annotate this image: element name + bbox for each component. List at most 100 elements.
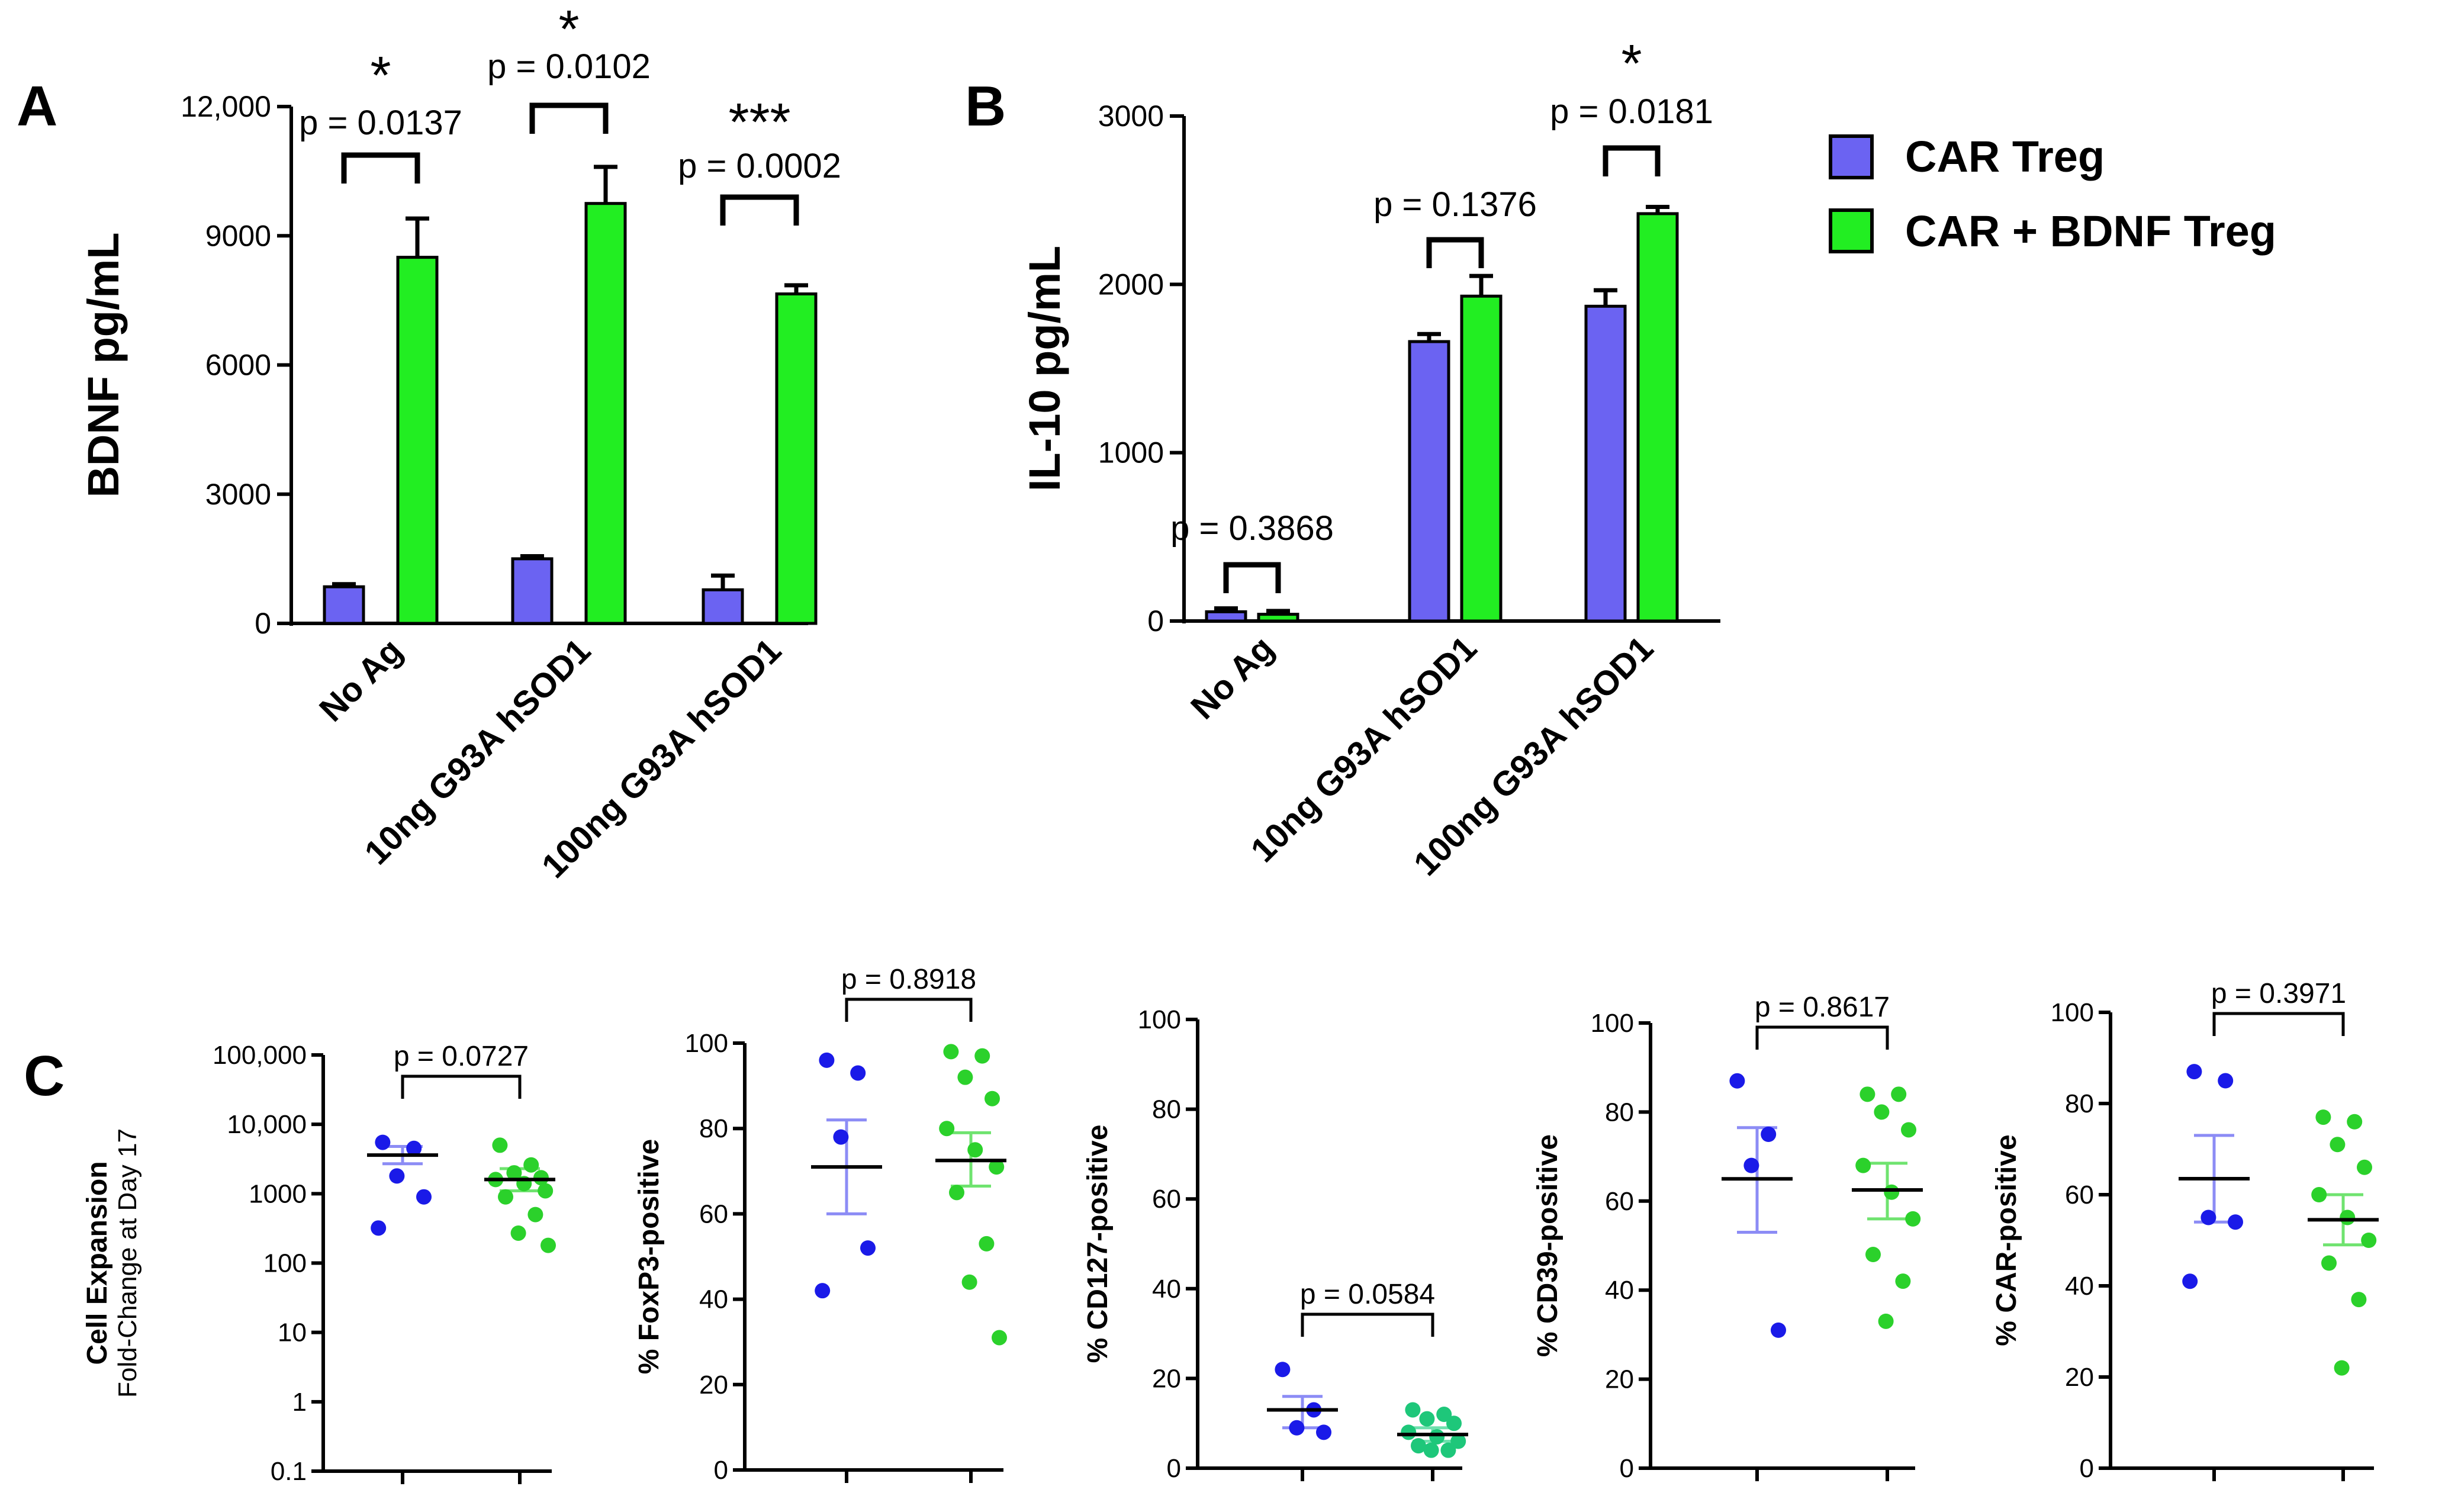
significance-stars: * <box>1621 34 1642 94</box>
data-point <box>406 1140 422 1156</box>
y-tick-label: 40 <box>1152 1275 1181 1304</box>
y-tick-label: 20 <box>1605 1365 1634 1394</box>
p-value: p = 0.0727 <box>394 1041 529 1072</box>
cd39-scatter: 0 20 40 60 80 100 % CD39-positive p = 0.8617 <box>1532 992 1923 1483</box>
data-point <box>506 1165 522 1181</box>
y-tick-label: 0 <box>714 1456 728 1485</box>
data-point <box>1436 1407 1452 1423</box>
y-tick-label: 10,000 <box>227 1110 307 1139</box>
foxp3-scatter: 0 20 40 60 80 100 % FoxP3-positive p = 0.8918 <box>633 964 1007 1485</box>
data-point <box>1761 1127 1777 1142</box>
data-point <box>1411 1438 1426 1454</box>
p-value: p = 0.3971 <box>2211 978 2346 1009</box>
data-point <box>1874 1104 1890 1120</box>
y-tick-label: 60 <box>1152 1185 1181 1214</box>
y-tick-label: 2000 <box>1098 268 1164 301</box>
data-point <box>2361 1233 2377 1248</box>
data-point <box>492 1137 508 1153</box>
significance-bracket <box>529 102 609 134</box>
p-value: p = 0.8617 <box>1755 992 1890 1023</box>
bar <box>1257 613 1299 623</box>
data-point <box>1446 1416 1462 1431</box>
data-point <box>2357 1159 2372 1175</box>
significance-bracket <box>1301 1312 1434 1337</box>
data-point <box>1855 1157 1871 1173</box>
data-point <box>1860 1086 1875 1102</box>
significance-stars: * <box>370 46 391 105</box>
data-point <box>943 1044 959 1060</box>
data-point <box>2334 1360 2350 1376</box>
y-tick-label: 0 <box>255 607 271 640</box>
data-point <box>498 1189 513 1205</box>
y-axis-label: % CD39-positive <box>1532 1134 1563 1357</box>
y-tick-label: 60 <box>2065 1180 2094 1209</box>
data-point <box>2311 1187 2327 1202</box>
y-tick-label: 0 <box>1147 604 1164 638</box>
panel-label-b: B <box>965 75 1006 138</box>
bar <box>511 557 554 625</box>
y-tick-label: 80 <box>2065 1089 2094 1118</box>
data-point <box>375 1134 391 1150</box>
car-positive-scatter: 0 20 40 60 80 100 % CAR-positive p = 0.3971 <box>1991 978 2379 1483</box>
y-tick-label: 1 <box>292 1388 307 1417</box>
data-point <box>860 1240 876 1256</box>
data-point <box>1771 1322 1786 1338</box>
data-point <box>2340 1209 2356 1225</box>
data-point <box>1865 1247 1881 1263</box>
data-point <box>1905 1211 1921 1227</box>
y-axis-label: IL-10 pg/mL <box>1020 246 1069 491</box>
data-point <box>510 1225 526 1241</box>
data-point <box>2315 1109 2331 1125</box>
p-value: p = 0.0181 <box>1550 92 1713 131</box>
significance-bracket <box>2212 1012 2345 1036</box>
bar <box>396 256 439 625</box>
data-point <box>1289 1420 1305 1436</box>
data-point <box>2321 1255 2337 1271</box>
y-tick-label: 1000 <box>249 1179 307 1208</box>
panel-label-c: C <box>24 1044 65 1108</box>
data-point <box>533 1170 549 1186</box>
data-point <box>1429 1429 1445 1445</box>
significance-bracket <box>845 998 973 1022</box>
y-tick-label: 100 <box>1591 1009 1634 1038</box>
y-tick-label: 20 <box>2065 1363 2094 1392</box>
category-label: No Ag <box>1183 629 1281 726</box>
data-point <box>1316 1424 1331 1440</box>
data-point <box>1891 1086 1907 1102</box>
legend: CAR Treg CAR + BDNF Treg <box>1829 132 2276 256</box>
bar <box>1636 212 1679 623</box>
il10-bar-chart: 0 1000 2000 3000 IL-10 pg/mL p = 0.3868 No Ag p… <box>1020 34 1720 883</box>
data-point <box>1440 1442 1456 1458</box>
category-label: No Ag <box>312 631 410 729</box>
data-point <box>989 1159 1005 1175</box>
y-tick-label: 40 <box>1605 1276 1634 1305</box>
bar <box>775 292 818 625</box>
data-point <box>1401 1424 1417 1440</box>
y-tick-label: 100,000 <box>213 1041 307 1070</box>
y-tick-label: 0.1 <box>271 1457 307 1486</box>
y-tick-label: 80 <box>1152 1095 1181 1124</box>
data-point <box>1901 1122 1916 1138</box>
data-point <box>2347 1114 2363 1130</box>
p-value: p = 0.0002 <box>678 147 841 185</box>
y-tick-label: 100 <box>263 1249 307 1278</box>
data-point <box>1895 1273 1911 1289</box>
y-tick-label: 100 <box>685 1029 728 1058</box>
bar <box>1205 610 1247 623</box>
data-point <box>850 1065 866 1081</box>
significance-stars: * <box>558 0 579 59</box>
data-point <box>2186 1064 2202 1080</box>
y-tick-label: 100 <box>1138 1005 1181 1034</box>
data-point <box>2218 1073 2234 1089</box>
y-tick-label: 40 <box>699 1285 728 1314</box>
data-point <box>371 1220 387 1236</box>
data-point <box>939 1121 955 1137</box>
data-point <box>2182 1273 2198 1289</box>
y-tick-label: 12,000 <box>181 90 271 123</box>
y-tick-label: 0 <box>1620 1454 1634 1483</box>
p-value: p = 0.3868 <box>1170 509 1334 548</box>
data-point <box>1423 1442 1439 1458</box>
y-axis-label-secondary: Fold-Change at Day 17 <box>113 1128 142 1398</box>
data-point <box>1419 1411 1435 1427</box>
